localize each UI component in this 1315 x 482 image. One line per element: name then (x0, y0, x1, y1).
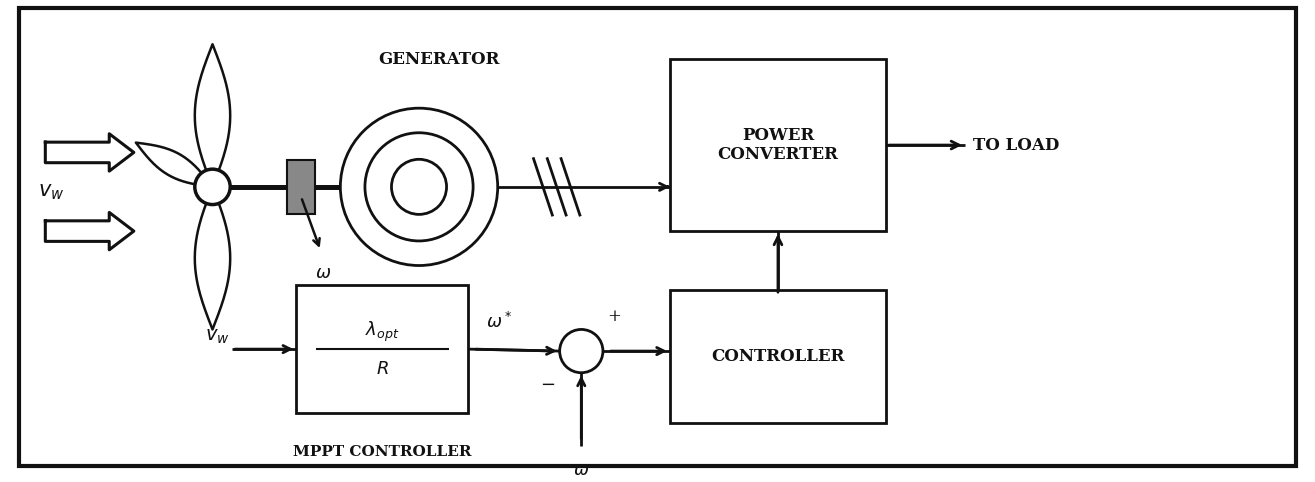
Text: −: − (540, 375, 556, 394)
Bar (669, 59, 886, 231)
Text: $v_w$: $v_w$ (38, 182, 64, 201)
Text: MPPT CONTROLLER: MPPT CONTROLLER (293, 445, 471, 459)
Polygon shape (195, 44, 230, 187)
Text: TO LOAD: TO LOAD (973, 136, 1059, 154)
Circle shape (195, 169, 230, 204)
Text: $R$: $R$ (376, 360, 388, 378)
Text: +: + (606, 308, 621, 324)
Text: $\omega$: $\omega$ (316, 264, 331, 281)
Bar (296, 285, 468, 413)
Polygon shape (195, 187, 230, 329)
Polygon shape (45, 134, 134, 171)
Text: POWER
CONVERTER: POWER CONVERTER (718, 127, 839, 163)
Bar (669, 290, 886, 423)
Circle shape (392, 160, 447, 214)
Text: $\omega^*$: $\omega^*$ (487, 311, 512, 332)
Text: $v_w$: $v_w$ (205, 328, 230, 347)
Polygon shape (45, 213, 134, 250)
Bar (287, 160, 314, 214)
Text: CONTROLLER: CONTROLLER (711, 348, 844, 365)
Circle shape (341, 108, 497, 266)
Circle shape (366, 133, 473, 241)
Text: $\omega$: $\omega$ (573, 461, 589, 479)
Circle shape (560, 329, 602, 373)
Text: GENERATOR: GENERATOR (377, 51, 500, 67)
Text: $\lambda_{opt}$: $\lambda_{opt}$ (364, 319, 400, 344)
Polygon shape (135, 143, 213, 187)
